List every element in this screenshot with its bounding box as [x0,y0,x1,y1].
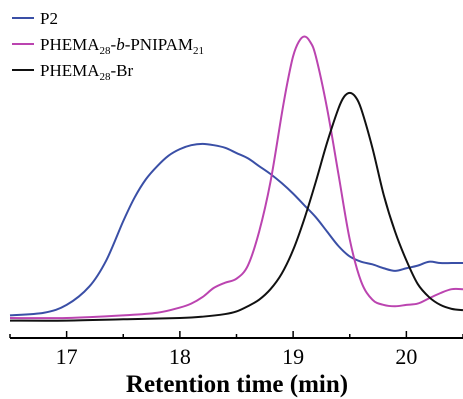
legend-entry-p2: P2 [12,9,58,28]
legend-entry-block-copolymer: PHEMA28-b-PNIPAM21 [12,35,204,57]
x-tick-label: 17 [56,344,78,369]
series-block-copolymer-line [9,35,463,320]
x-tick-label: 18 [169,344,191,369]
x-axis-label: Retention time (min) [126,371,348,398]
x-tick-label: 19 [282,344,304,369]
series-p2-line [9,142,463,317]
legend-entry-macroinitiator: PHEMA28-Br [12,61,134,83]
x-axis-ticks: 17 18 19 20 [9,331,463,369]
legend-label: P2 [40,9,58,28]
x-tick-label: 20 [395,344,417,369]
series-lines [9,35,463,322]
legend-label: PHEMA28-Br [40,61,134,83]
legend-label: PHEMA28-b-PNIPAM21 [40,35,204,57]
series-macroinitiator-line [9,91,463,322]
legend: P2 PHEMA28-b-PNIPAM21 PHEMA28-Br [12,9,204,83]
